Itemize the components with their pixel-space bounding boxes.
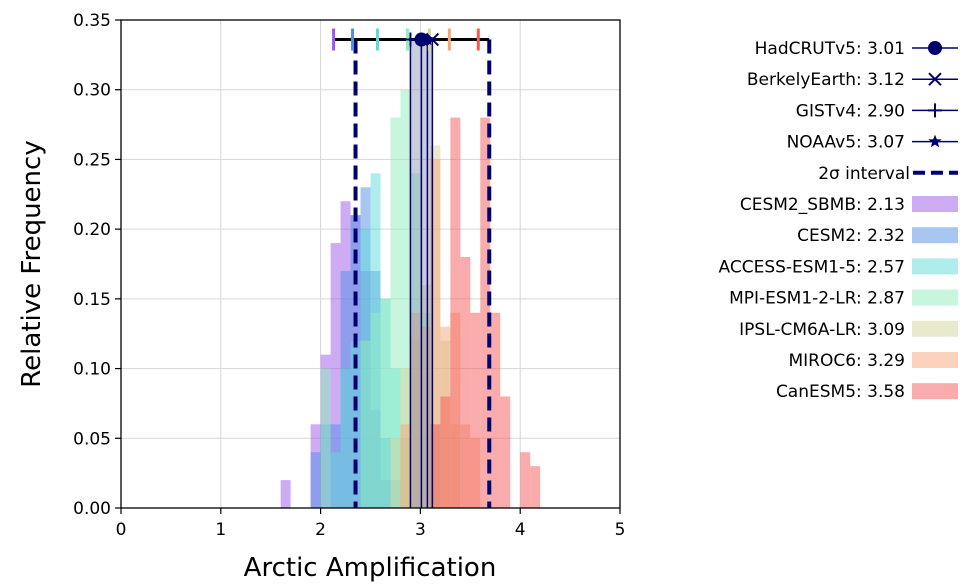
- y-tick-label: 0.00: [73, 499, 111, 519]
- observation-lines: [409, 39, 434, 509]
- y-tick-label: 0.20: [73, 220, 111, 240]
- x-tick-label: 3: [415, 520, 426, 540]
- model-range-bar: [332, 28, 490, 51]
- legend-label: HadCRUTv5: 3.01: [755, 39, 905, 59]
- histogram-bar: [410, 312, 421, 508]
- x-tick-label: 4: [515, 520, 526, 540]
- histogram-bar: [460, 257, 471, 508]
- legend-marker: [928, 134, 942, 148]
- legend-label: MIROC6: 3.29: [788, 351, 905, 371]
- histogram-bar: [420, 326, 431, 508]
- plot-frame: [120, 19, 621, 509]
- legend-swatch: [912, 289, 958, 306]
- histogram-bar: [480, 117, 491, 508]
- legend-marker: [928, 103, 942, 118]
- histogram-bar: [320, 368, 331, 508]
- histogram-bar: [430, 159, 441, 508]
- y-tick-label: 0.10: [73, 360, 111, 380]
- histogram-bar: [340, 368, 351, 508]
- y-axis-label: Relative Frequency: [17, 140, 47, 387]
- legend-label: ACCESS-ESM1-5: 2.57: [719, 257, 905, 277]
- legend-label: CESM2_SBMB: 2.13: [740, 195, 905, 215]
- x-axis-label: Arctic Amplification: [244, 553, 497, 583]
- axis-ticks: 0 1 2 3 4 5 0.00 0.05 0.10 0.15 0.20 0.25 0.30 0.35: [73, 11, 625, 540]
- legend-swatch: [912, 196, 958, 212]
- legend-marker: [928, 41, 942, 55]
- legend-label: IPSL-CM6A-LR: 3.09: [739, 320, 905, 340]
- histogram-bar: [400, 424, 411, 508]
- two-sigma-interval: [353, 39, 492, 508]
- legend-label: CESM2: 2.32: [797, 226, 905, 246]
- legend-label: GISTv4: 2.90: [796, 101, 905, 121]
- histogram-bar: [360, 340, 371, 508]
- x-tick-label: 0: [116, 520, 127, 540]
- legend-label: BerkelyEarth: 3.12: [747, 70, 905, 90]
- legend-swatch: [912, 258, 958, 275]
- legend-label: CanESM5: 3.58: [776, 382, 905, 402]
- y-tick-label: 0.05: [73, 429, 111, 449]
- histogram-bar: [330, 243, 341, 509]
- y-tick-label: 0.30: [73, 81, 111, 101]
- x-tick-label: 2: [315, 520, 326, 540]
- histogram-bar: [500, 396, 511, 508]
- histogram-bar: [390, 438, 401, 508]
- y-tick-label: 0.25: [73, 150, 111, 170]
- histogram-bar: [390, 117, 401, 508]
- histogram-bar: [440, 396, 451, 508]
- x-tick-label: 1: [215, 520, 226, 540]
- legend-label: MPI-ESM1-2-LR: 2.87: [729, 289, 905, 309]
- histogram-bar: [530, 466, 541, 508]
- histogram-bar: [380, 298, 391, 508]
- histogram-bar: [310, 452, 321, 508]
- legend-label: 2σ interval: [818, 164, 910, 184]
- legend-swatch: [912, 227, 958, 244]
- histogram-bar: [400, 89, 411, 508]
- observation-marker: [420, 32, 434, 46]
- histogram-bar: [370, 312, 381, 508]
- legend-swatch: [912, 383, 958, 400]
- histogram-bar: [330, 452, 341, 508]
- legend-label: NOAAv5: 3.07: [787, 133, 905, 153]
- observation-marker: [403, 32, 418, 47]
- legend: HadCRUTv5: 3.01 BerkelyEarth: 3.12 GISTv4:…: [719, 39, 958, 402]
- histogram-bars: [280, 89, 541, 509]
- histogram-bar: [470, 312, 481, 508]
- histogram-bar: [280, 480, 291, 508]
- histogram-bar: [520, 452, 531, 508]
- y-tick-label: 0.15: [73, 290, 111, 310]
- x-tick-label: 5: [615, 520, 626, 540]
- legend-swatch: [912, 352, 958, 368]
- legend-marker: [928, 72, 942, 86]
- y-tick-label: 0.35: [73, 11, 111, 31]
- histogram-bar: [450, 117, 461, 508]
- histogram-bar: [490, 312, 501, 508]
- histogram-bar: [430, 424, 441, 508]
- legend-swatch: [912, 320, 958, 337]
